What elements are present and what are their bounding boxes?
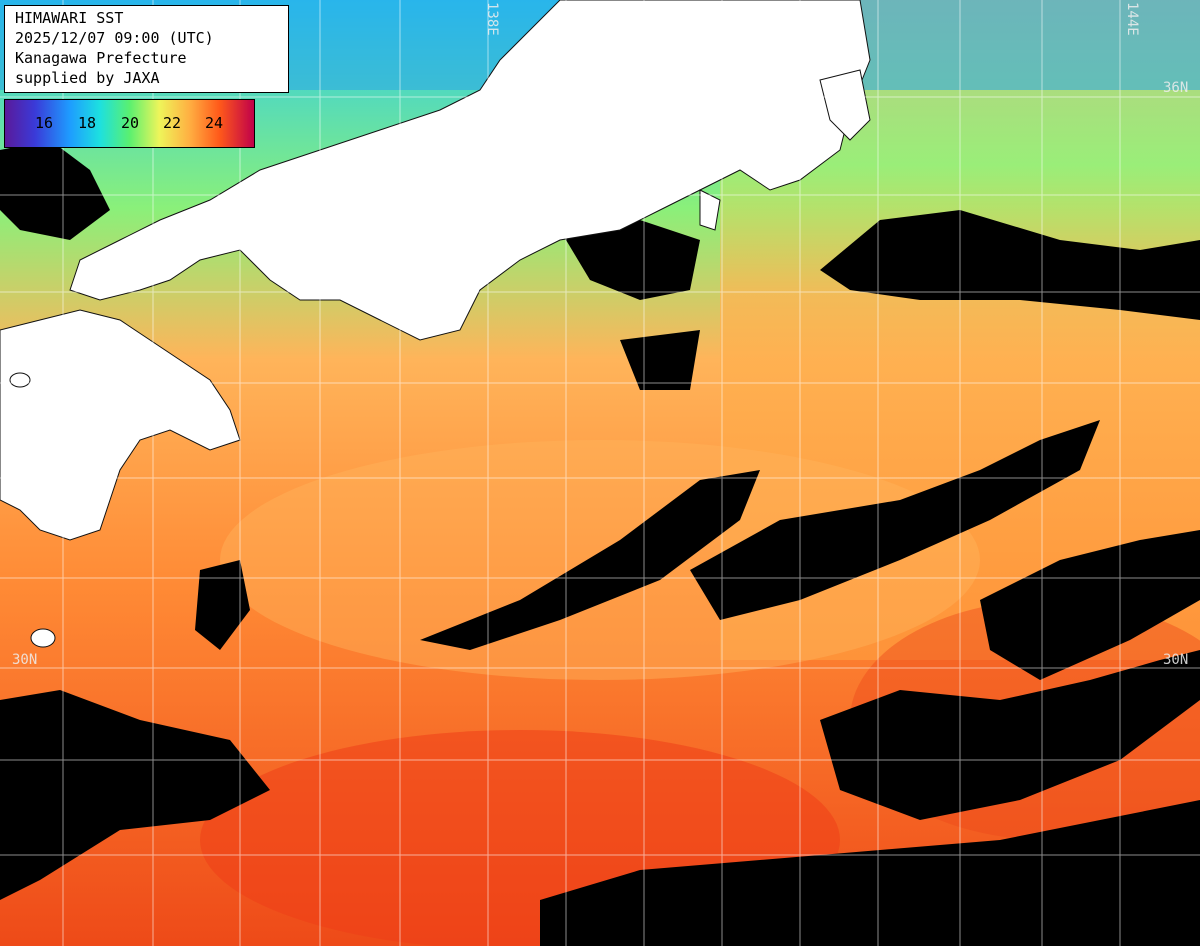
region-label: Kanagawa Prefecture xyxy=(15,49,187,67)
timestamp: 2025/12/07 09:00 (UTC) xyxy=(15,29,214,47)
temperature-legend: 16 18 20 22 24 xyxy=(4,99,255,148)
product-title: HIMAWARI SST xyxy=(15,9,124,27)
lon-label-138e: 138E xyxy=(484,2,500,36)
legend-tick-20: 20 xyxy=(121,114,140,132)
legend-tick-22: 22 xyxy=(163,114,182,132)
honshu-land xyxy=(69,0,871,341)
lat-label-36n: 36N xyxy=(1163,80,1189,96)
small-island xyxy=(30,628,56,648)
land-masses xyxy=(0,0,871,648)
shikoku-kyushu-land xyxy=(0,309,241,541)
title-box: HIMAWARI SST 2025/12/07 09:00 (UTC) Kana… xyxy=(4,5,289,93)
legend-tick-18: 18 xyxy=(78,114,97,132)
lon-label-144e: 144E xyxy=(1124,2,1140,36)
lat-label-30n-west: 30N xyxy=(12,652,38,668)
chiba-peninsula-land xyxy=(819,69,871,141)
credit-label: supplied by JAXA xyxy=(15,69,160,87)
legend-color-bar xyxy=(5,100,254,147)
legend-tick-24: 24 xyxy=(205,114,224,132)
legend-tick-16: 16 xyxy=(35,114,54,132)
lat-label-30n-east: 30N xyxy=(1163,652,1189,668)
izu-peninsula-land xyxy=(699,189,721,231)
small-island xyxy=(9,372,31,388)
